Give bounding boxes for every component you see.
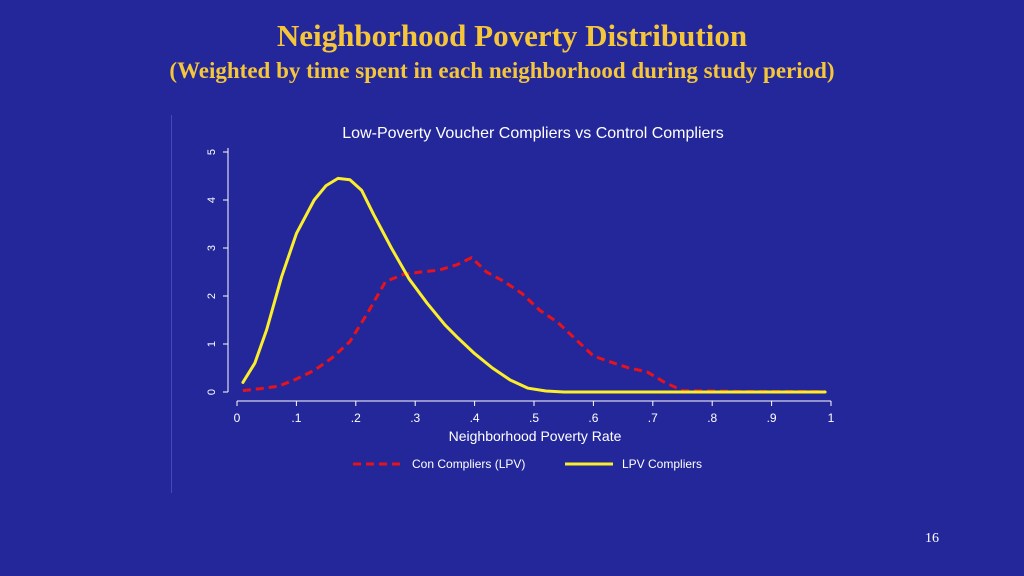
x-tick-label: 1: [828, 411, 835, 425]
x-tick-label: .9: [767, 411, 777, 425]
page-number: 16: [925, 531, 939, 546]
legend-lpv-compliers-label: LPV Compliers: [622, 457, 702, 471]
x-tick-label: .8: [707, 411, 717, 425]
y-tick-label: 0: [206, 389, 218, 395]
y-tick-label: 3: [206, 245, 218, 251]
series-con-compliers-line: [242, 256, 826, 393]
series-lpv-compliers-line: [241, 176, 827, 394]
x-tick-label: .6: [588, 411, 598, 425]
y-tick-label: 2: [206, 293, 218, 299]
y-tick-label: 1: [206, 341, 218, 347]
y-ticks: 0 1 2 3 4 5: [206, 149, 228, 395]
x-tick-label: .4: [470, 411, 480, 425]
x-tick-label: .3: [410, 411, 420, 425]
x-ticks: 0 .1 .2 .3 .4 .5 .6 .7 .8 .9 1: [234, 401, 835, 425]
legend: Con Compliers (LPV) LPV Compliers: [353, 457, 702, 471]
slide-title: Neighborhood Poverty Distribution: [276, 18, 748, 53]
series-lines: [241, 176, 827, 394]
slide-subtitle: (Weighted by time spent in each neighbor…: [169, 58, 835, 83]
chart-title: Low-Poverty Voucher Compliers vs Control…: [342, 125, 723, 142]
y-tick-label: 4: [206, 197, 218, 203]
x-tick-label: .2: [351, 411, 361, 425]
x-tick-label: .7: [648, 411, 658, 425]
legend-con-compliers-label: Con Compliers (LPV): [412, 457, 525, 471]
x-tick-label: .5: [529, 411, 539, 425]
x-tick-label: 0: [234, 411, 241, 425]
y-tick-label: 5: [206, 149, 218, 155]
vertical-divider: [171, 115, 172, 493]
x-tick-label: .1: [291, 411, 301, 425]
x-axis-label: Neighborhood Poverty Rate: [449, 428, 622, 444]
